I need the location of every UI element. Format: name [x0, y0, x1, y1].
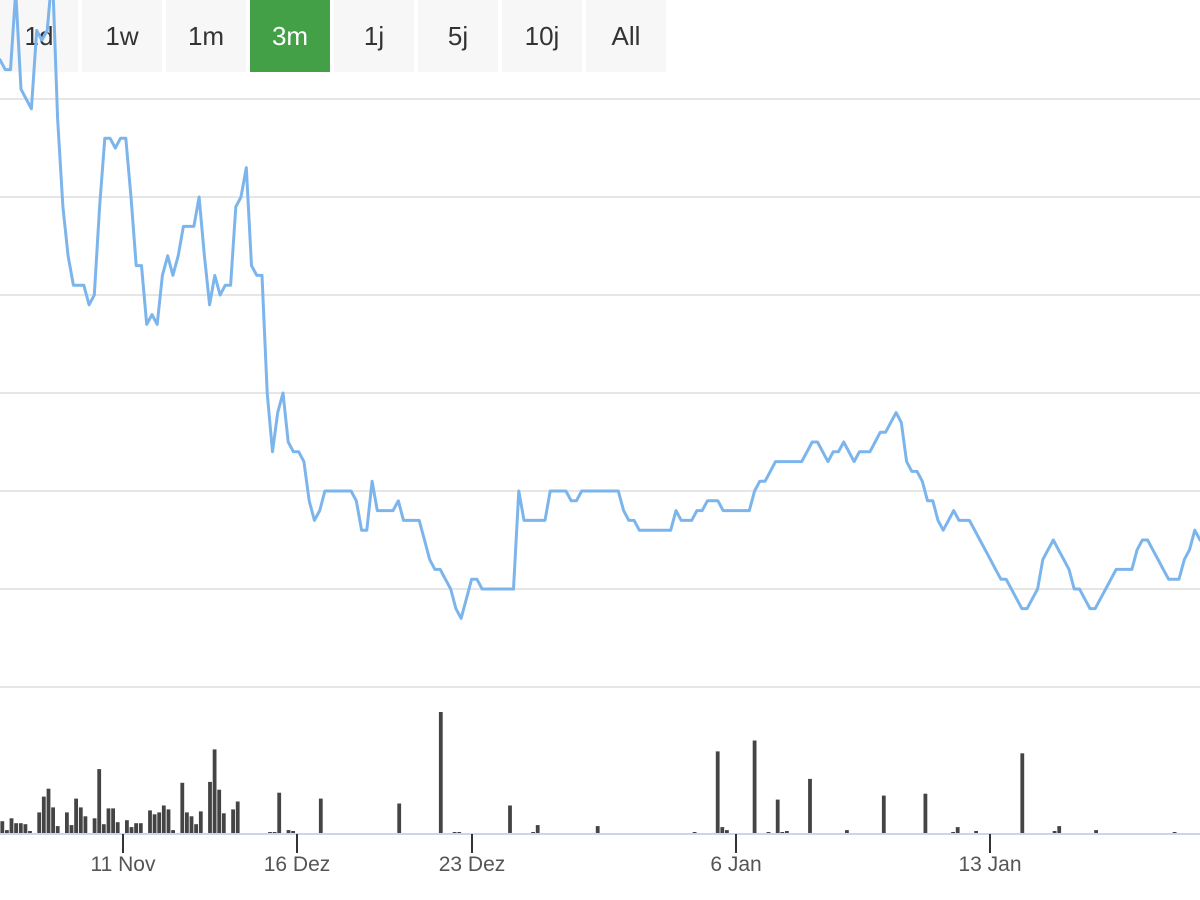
volume-bar — [397, 803, 402, 834]
volume-bar — [508, 805, 512, 834]
x-tick-label: 6 Jan — [710, 853, 761, 876]
volume-bar — [46, 788, 51, 834]
volume-bar — [41, 796, 46, 834]
volume-bar — [74, 798, 78, 834]
volume-bar — [171, 830, 175, 834]
volume-bar — [438, 712, 443, 834]
volume-bar — [23, 824, 28, 834]
x-tick-label: 23 Dez — [439, 853, 506, 876]
volume-bar — [881, 795, 886, 834]
volume-bar — [18, 823, 23, 834]
volume-bar — [189, 816, 194, 834]
volume-bar — [166, 809, 171, 834]
volume-bar — [1020, 753, 1025, 834]
x-axis-ticks: 11 Nov 16 Dez 23 Dez 6 Jan 13 Jan — [91, 834, 1022, 876]
volume-bar — [277, 792, 282, 834]
volume-bar — [97, 769, 102, 834]
volume-bar — [535, 825, 540, 834]
volume-bar — [231, 809, 235, 834]
volume-bar — [83, 816, 88, 834]
volume-bar — [221, 813, 226, 834]
range-button-1w[interactable]: 1w — [82, 0, 162, 72]
x-tick-label: 11 Nov — [91, 853, 156, 876]
volume-bar — [65, 812, 69, 834]
range-button-1m[interactable]: 1m — [166, 0, 246, 72]
x-tick-label: 16 Dez — [264, 853, 331, 876]
range-button-3m[interactable]: 3m — [250, 0, 330, 72]
volume-bar — [923, 793, 928, 834]
price-series-line — [0, 0, 1200, 620]
volume-bar — [1057, 826, 1062, 834]
volume-bar — [101, 824, 106, 834]
volume-bar — [92, 818, 97, 834]
volume-bar — [185, 812, 189, 834]
volume-bar — [845, 830, 849, 834]
volume-bar — [69, 825, 74, 834]
volume-bar — [14, 823, 18, 834]
volume-bar — [115, 822, 120, 834]
volume-bar — [286, 830, 291, 834]
volume-bar — [161, 805, 166, 834]
volume-bar — [715, 751, 720, 834]
volume-bar — [775, 799, 780, 834]
volume-bar — [0, 821, 5, 834]
volume-bar — [152, 814, 157, 834]
volume-bar — [208, 781, 212, 834]
volume-bar — [725, 830, 729, 834]
volume-bar — [720, 827, 725, 834]
volume-bar — [125, 820, 129, 834]
volume-bar — [157, 812, 162, 834]
volume-bar — [138, 823, 143, 834]
volume-bar — [51, 807, 55, 834]
volume-bar — [180, 782, 185, 834]
volume-bar — [752, 740, 757, 834]
volume-bar — [148, 810, 152, 834]
volume-bar — [37, 812, 42, 834]
volume-bar — [955, 827, 960, 834]
volume-bar — [9, 818, 14, 834]
range-button-10j[interactable]: 10j — [502, 0, 582, 72]
volume-bar — [78, 807, 83, 834]
volume-bar — [106, 808, 111, 834]
volume-bar — [235, 801, 240, 834]
volume-bar — [808, 778, 812, 834]
volume-bar — [5, 830, 9, 834]
volume-bar — [129, 827, 134, 834]
volume-bar — [291, 831, 295, 834]
volume-bar — [785, 831, 789, 834]
volume-bars — [0, 712, 1177, 834]
range-button-5j[interactable]: 5j — [418, 0, 498, 72]
volume-bar — [55, 826, 60, 834]
grid-lines — [0, 98, 1200, 688]
volume-bar — [28, 831, 32, 834]
volume-bar — [217, 789, 222, 834]
range-button-all[interactable]: All — [586, 0, 666, 72]
volume-bar — [111, 808, 115, 834]
volume-bar — [194, 824, 198, 834]
range-selector: 1d 1w 1m 3m 1j 5j 10j All — [0, 0, 670, 72]
volume-bar — [1094, 830, 1098, 834]
volume-bar — [1052, 831, 1057, 834]
volume-bar — [974, 831, 978, 834]
x-tick-label: 13 Jan — [958, 853, 1021, 876]
volume-bar — [595, 826, 600, 834]
volume-bar — [212, 749, 217, 834]
volume-bar — [134, 823, 138, 834]
volume-bar — [318, 798, 323, 834]
range-button-1j[interactable]: 1j — [334, 0, 414, 72]
volume-bar — [198, 811, 203, 834]
